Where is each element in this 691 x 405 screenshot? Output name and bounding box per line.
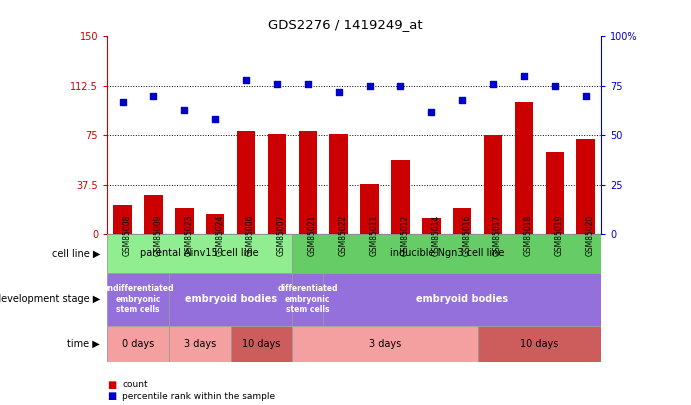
Point xyxy=(302,81,313,87)
Text: GSM85017: GSM85017 xyxy=(493,215,502,256)
Text: GSM85021: GSM85021 xyxy=(307,215,316,256)
Text: inducible Ngn3 cell line: inducible Ngn3 cell line xyxy=(390,248,504,258)
Bar xyxy=(267,134,286,234)
Point xyxy=(333,89,344,95)
Point xyxy=(549,83,560,89)
Point xyxy=(457,96,468,103)
Text: count: count xyxy=(122,380,148,389)
Bar xyxy=(107,326,169,362)
Bar xyxy=(576,139,595,234)
Bar xyxy=(292,234,601,273)
Text: GSM85019: GSM85019 xyxy=(555,215,564,256)
Text: GSM85009: GSM85009 xyxy=(153,214,162,256)
Point xyxy=(272,81,283,87)
Bar xyxy=(144,194,162,234)
Bar xyxy=(453,208,471,234)
Bar xyxy=(107,273,169,326)
Text: GSM85024: GSM85024 xyxy=(215,215,224,256)
Text: embryoid bodies: embryoid bodies xyxy=(416,294,509,304)
Bar xyxy=(360,184,379,234)
Text: 3 days: 3 days xyxy=(184,339,216,349)
Point xyxy=(518,73,529,79)
Bar xyxy=(330,134,348,234)
Text: GSM85016: GSM85016 xyxy=(462,215,471,256)
Point xyxy=(179,107,190,113)
Bar xyxy=(299,131,317,234)
Text: cell line ▶: cell line ▶ xyxy=(52,248,100,258)
Text: GSM85007: GSM85007 xyxy=(277,214,286,256)
Text: GSM85018: GSM85018 xyxy=(524,215,533,256)
Point xyxy=(117,98,128,105)
Point xyxy=(209,116,220,123)
Text: GSM85022: GSM85022 xyxy=(339,215,348,256)
Text: 10 days: 10 days xyxy=(520,339,558,349)
Text: GSM85023: GSM85023 xyxy=(184,215,193,256)
Bar xyxy=(422,218,441,234)
Text: differentiated
embryonic
stem cells: differentiated embryonic stem cells xyxy=(278,284,338,314)
Bar xyxy=(477,326,601,362)
Text: parental Ainv15 cell line: parental Ainv15 cell line xyxy=(140,248,259,258)
Bar xyxy=(292,326,477,362)
Bar xyxy=(237,131,255,234)
Point xyxy=(580,92,591,99)
Bar xyxy=(113,205,132,234)
Text: GSM85012: GSM85012 xyxy=(401,215,410,256)
Bar xyxy=(231,326,292,362)
Point xyxy=(148,92,159,99)
Text: ■: ■ xyxy=(107,391,116,401)
Point xyxy=(426,108,437,115)
Text: time ▶: time ▶ xyxy=(68,339,100,349)
Text: embryoid bodies: embryoid bodies xyxy=(184,294,276,304)
Text: GDS2276 / 1419249_at: GDS2276 / 1419249_at xyxy=(268,18,423,31)
Text: GSM85006: GSM85006 xyxy=(246,214,255,256)
Bar xyxy=(107,234,292,273)
Text: GSM85011: GSM85011 xyxy=(370,215,379,256)
Text: 3 days: 3 days xyxy=(369,339,401,349)
Text: development stage ▶: development stage ▶ xyxy=(0,294,100,304)
Bar xyxy=(175,208,193,234)
Text: undifferentiated
embryonic
stem cells: undifferentiated embryonic stem cells xyxy=(102,284,173,314)
Bar xyxy=(546,152,564,234)
Text: GSM85020: GSM85020 xyxy=(586,215,595,256)
Bar xyxy=(169,273,292,326)
Bar xyxy=(169,326,231,362)
Text: 0 days: 0 days xyxy=(122,339,154,349)
Bar xyxy=(515,102,533,234)
Point xyxy=(488,81,499,87)
Bar xyxy=(323,273,601,326)
Bar xyxy=(484,135,502,234)
Bar xyxy=(292,273,323,326)
Text: percentile rank within the sample: percentile rank within the sample xyxy=(122,392,276,401)
Bar xyxy=(206,214,225,234)
Point xyxy=(364,83,375,89)
Point xyxy=(240,77,252,83)
Text: GSM85008: GSM85008 xyxy=(122,215,131,256)
Text: 10 days: 10 days xyxy=(243,339,281,349)
Bar xyxy=(391,160,410,234)
Text: GSM85014: GSM85014 xyxy=(431,215,440,256)
Point xyxy=(395,83,406,89)
Text: ■: ■ xyxy=(107,380,116,390)
